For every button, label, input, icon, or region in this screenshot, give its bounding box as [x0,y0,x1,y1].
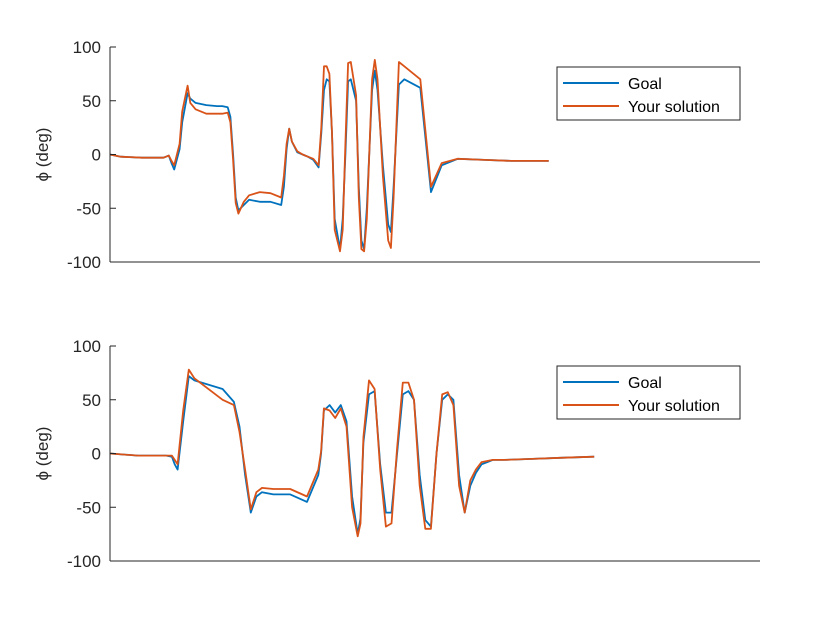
bottom-y-tick: 0 [92,445,116,464]
top-y-tick: 50 [82,92,116,111]
bottom-legend: Goal Your solution [556,365,741,420]
bottom-y-tick: -50 [76,498,116,517]
bottom-legend-entry-goal: Goal [563,375,662,392]
bottom-y-tick-label: -50 [76,498,101,517]
bottom-y-tick: 100 [73,337,116,356]
top-y-tick: -100 [67,253,116,272]
top-series-line-goal [109,69,549,251]
top-y-tick: 0 [92,146,116,165]
top-legend-label-goal: Goal [628,76,662,93]
top-series-line-your-solution [109,59,549,253]
top-axes: 100 50 0 -50 -100 ϕ (deg) Goal Your solu… [33,38,760,272]
top-y-tick-label: 0 [92,146,101,165]
top-y-ticks: 100 50 0 -50 -100 [67,38,116,272]
bottom-plot-area [109,368,595,538]
top-y-tick: -50 [76,199,116,218]
top-y-axis-label: ϕ (deg) [33,128,52,182]
bottom-legend-entry-your-solution: Your solution [563,398,720,415]
top-y-tick-label: -50 [76,199,101,218]
top-legend: Goal Your solution [556,66,741,121]
bottom-y-axis-label: ϕ (deg) [33,427,52,481]
top-y-tick-label: 50 [82,92,101,111]
bottom-y-tick-label: -100 [67,552,101,571]
bottom-axes: 100 50 0 -50 -100 ϕ (deg) Goal Your solu… [33,337,760,571]
top-legend-entry-your-solution: Your solution [563,99,720,116]
top-y-tick-label: 100 [73,38,101,57]
bottom-series-line-your-solution [109,368,595,538]
top-y-tick-label: -100 [67,253,101,272]
bottom-y-tick-label: 50 [82,391,101,410]
bottom-y-tick-label: 0 [92,445,101,464]
bottom-legend-label-your-solution: Your solution [628,398,720,415]
bottom-legend-box [556,365,741,420]
top-legend-entry-goal: Goal [563,76,662,93]
top-legend-box [556,66,741,121]
bottom-y-tick: 50 [82,391,116,410]
top-plot-area [109,59,549,253]
bottom-legend-label-goal: Goal [628,375,662,392]
top-y-tick: 100 [73,38,116,57]
top-legend-label-your-solution: Your solution [628,99,720,116]
bottom-y-ticks: 100 50 0 -50 -100 [67,337,116,571]
bottom-y-tick: -100 [67,552,116,571]
bottom-y-tick-label: 100 [73,337,101,356]
